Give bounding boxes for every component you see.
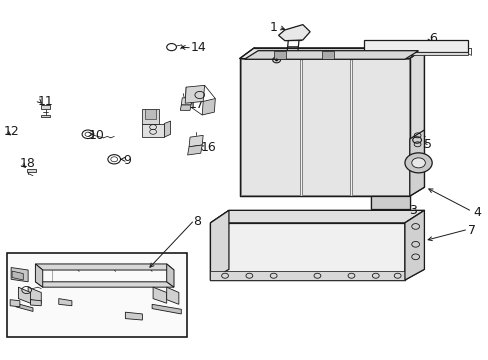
Text: 15: 15 [358, 70, 374, 83]
Text: 4: 4 [472, 206, 480, 219]
Polygon shape [59, 298, 72, 306]
Polygon shape [363, 40, 467, 52]
Polygon shape [181, 98, 192, 105]
Polygon shape [301, 59, 350, 195]
Text: 14: 14 [191, 41, 206, 54]
Polygon shape [142, 123, 164, 137]
Polygon shape [144, 109, 156, 118]
Text: 17: 17 [188, 99, 204, 112]
Polygon shape [404, 210, 424, 280]
Polygon shape [180, 105, 191, 111]
Text: 11: 11 [38, 95, 54, 108]
Polygon shape [11, 267, 28, 282]
Polygon shape [239, 48, 424, 59]
Polygon shape [166, 287, 179, 304]
Text: 6: 6 [428, 32, 436, 45]
Polygon shape [239, 59, 409, 196]
Polygon shape [189, 135, 203, 147]
Polygon shape [409, 130, 424, 196]
Text: 9: 9 [122, 154, 131, 167]
Polygon shape [210, 223, 404, 280]
Polygon shape [166, 264, 174, 287]
Polygon shape [240, 59, 300, 195]
Polygon shape [153, 287, 166, 303]
Polygon shape [41, 115, 50, 117]
Polygon shape [278, 24, 309, 41]
Polygon shape [202, 99, 215, 115]
Polygon shape [35, 282, 174, 287]
Polygon shape [164, 121, 170, 137]
Text: 13: 13 [152, 127, 167, 140]
Polygon shape [35, 264, 174, 270]
Polygon shape [409, 48, 424, 196]
Polygon shape [351, 59, 408, 195]
Polygon shape [244, 51, 418, 59]
Polygon shape [28, 287, 41, 303]
Text: 7: 7 [467, 224, 475, 237]
Circle shape [275, 59, 278, 61]
Polygon shape [210, 210, 228, 280]
Text: 3: 3 [408, 204, 416, 217]
Polygon shape [16, 303, 33, 311]
Polygon shape [210, 210, 424, 223]
Polygon shape [273, 51, 285, 59]
Polygon shape [210, 271, 404, 280]
Polygon shape [187, 145, 202, 155]
Text: 1: 1 [269, 21, 277, 33]
Polygon shape [10, 300, 20, 307]
Text: 18: 18 [20, 157, 36, 170]
Polygon shape [27, 169, 36, 172]
Polygon shape [35, 264, 42, 287]
Bar [7, 253, 187, 337]
Polygon shape [370, 196, 409, 208]
Polygon shape [322, 51, 334, 59]
Polygon shape [30, 300, 41, 306]
Polygon shape [19, 287, 30, 303]
Text: 5: 5 [424, 138, 431, 151]
Polygon shape [125, 312, 142, 320]
Circle shape [411, 158, 425, 168]
Polygon shape [185, 85, 204, 103]
Polygon shape [12, 271, 23, 280]
Polygon shape [363, 52, 467, 55]
Text: 2: 2 [260, 53, 267, 66]
Text: 12: 12 [4, 125, 20, 138]
Text: 8: 8 [193, 215, 201, 228]
Polygon shape [142, 109, 159, 123]
Polygon shape [41, 105, 50, 109]
Circle shape [404, 153, 431, 173]
Text: 16: 16 [201, 141, 216, 154]
Polygon shape [404, 210, 424, 280]
Text: 10: 10 [89, 129, 104, 142]
Polygon shape [152, 304, 181, 314]
